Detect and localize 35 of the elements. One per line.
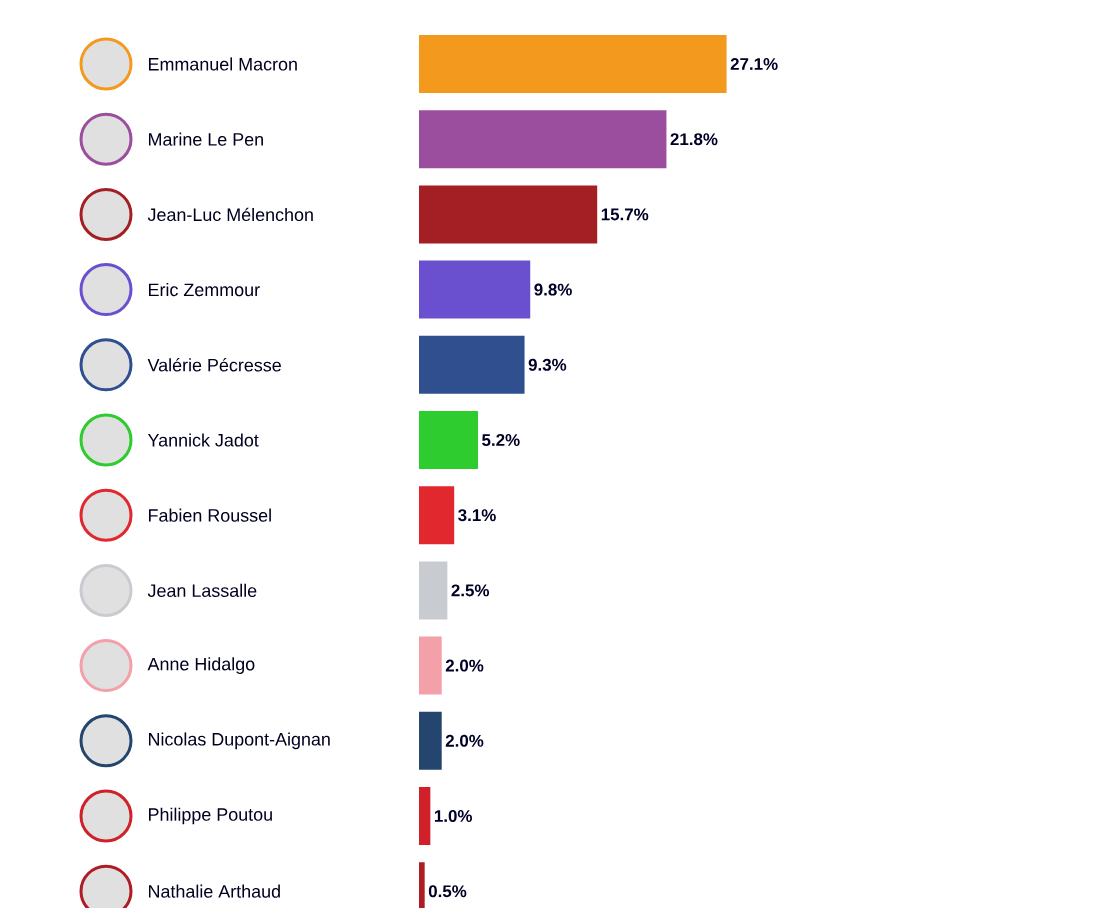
bar — [419, 636, 442, 695]
data-label: 1.0% — [434, 810, 473, 823]
y-tick-label: Philippe Poutou — [148, 807, 272, 825]
y-tick-label: Emmanuel Macron — [148, 57, 297, 71]
data-label: 21.8% — [670, 133, 718, 146]
data-label: 9.3% — [528, 358, 567, 371]
bar — [419, 335, 525, 394]
data-label: 2.5% — [451, 584, 490, 597]
bar — [419, 711, 442, 770]
bar — [419, 486, 455, 545]
y-tick-label: Marine Le Pen — [148, 132, 263, 146]
bar — [419, 260, 531, 319]
data-label: 0.5% — [428, 885, 467, 898]
data-label: 27.1% — [730, 58, 778, 70]
bar — [419, 787, 431, 846]
y-tick-label: Jean-Luc Mélenchon — [147, 207, 313, 222]
data-label: 3.1% — [458, 509, 496, 522]
y-tick-label: Anne Hidalgo — [147, 657, 255, 674]
bar — [419, 561, 448, 620]
data-label: 5.2% — [482, 434, 520, 447]
bar — [419, 185, 598, 244]
y-tick-label: Yannick Jadot — [147, 433, 259, 447]
data-label: 2.0% — [445, 659, 484, 672]
y-tick-label: Nicolas Dupont-Aignan — [148, 732, 330, 750]
bar — [419, 411, 479, 469]
data-label: 9.8% — [534, 283, 572, 296]
data-label: 15.7% — [601, 208, 649, 221]
y-tick-label: Jean Lassalle — [147, 583, 257, 597]
bar — [419, 110, 667, 169]
y-tick-label: Eric Zemmour — [148, 283, 260, 297]
y-tick-label: Fabien Roussel — [148, 508, 271, 522]
data-label: 2.0% — [445, 734, 484, 747]
y-tick-label: Valérie Pécresse — [147, 358, 281, 372]
y-tick-label: Nathalie Arthaud — [148, 884, 280, 898]
bar — [419, 35, 727, 93]
